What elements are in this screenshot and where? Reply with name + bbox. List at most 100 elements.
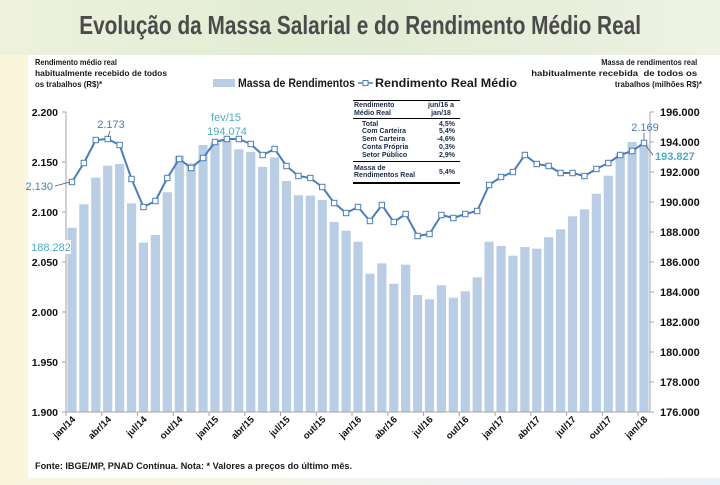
annotation-box [31,240,71,254]
line-marker [140,203,147,211]
legend-label-rendimento: Rendimento Real Médio [375,76,517,90]
summary-table-footer: Massa de Rendimentos Real 5,4% [353,162,460,182]
leader-line [107,130,111,138]
y-left-axis-label: Rendimento médio real habitualmente rece… [0,0,179,89]
line-marker [283,162,290,170]
bar-massa [484,241,494,412]
bar-massa [91,177,101,412]
line-marker [557,169,564,177]
y-left-tick-label: 1.950 [32,357,58,369]
x-tick-label: jul/14 [124,414,150,440]
annotation-label: 188.282 [31,242,71,254]
bar-massa [639,144,649,412]
row-value: 0,3% [439,143,455,151]
header-text: jun/16 a [427,102,455,109]
line-marker [235,135,243,143]
line-marker [92,136,99,144]
line-marker [402,210,409,218]
bar-massa [234,149,244,412]
line-marker [438,211,445,219]
x-tick-label: abr/16 [372,414,400,442]
y-left-axis-label-line: Rendimento médio real [35,57,117,67]
line-marker [199,154,207,162]
annotation-label: 2.173 [97,119,125,131]
y-right-tick-label: 178.000 [660,377,700,389]
bar-massa [329,221,339,412]
bar-massa [615,153,625,412]
y-left-tick-label: 2.100 [32,207,58,219]
leader-line [645,145,654,156]
bar-massa [186,163,196,412]
page-title-text: Evolução da Massa Salarial e do Rendimen… [79,10,641,40]
y-left-axis-label-line: habitualmente recebido de todos [35,68,167,78]
summary-table-header-right: jun/16 a jan/18 [424,102,458,117]
line-marker [509,168,517,176]
line-marker [628,147,636,155]
page-title: Evolução da Massa Salarial e do Rendimen… [0,10,720,41]
line-marker [116,141,123,149]
line-marker [640,139,648,147]
summary-table: Rendimento Médio Real jun/16 a jan/18 To… [353,100,460,185]
line-marker [605,159,612,167]
x-tick-label: jul/15 [267,414,293,440]
footer-value: 5,4% [439,168,455,176]
bar-massa [246,151,256,412]
bar-massa [138,242,149,412]
line-marker [581,172,588,180]
line-marker [128,175,135,183]
bar-massa [436,285,447,412]
x-tick-label: jan/18 [623,414,651,442]
x-tick-label: out/15 [301,414,329,442]
line-marker [80,159,88,167]
line-rendimento-real-medio [68,135,648,240]
annotation-label: 193.827 [655,151,695,163]
bar-massa [281,181,292,412]
x-tick-label: jul/17 [553,414,579,440]
bar-massa [258,166,268,412]
bar-massa [448,297,458,412]
line-marker [497,173,505,181]
y-left-tick-label: 2.150 [32,157,58,169]
line-marker [176,155,183,163]
slide-header [0,0,720,55]
line-marker [211,138,219,146]
line-marker [259,151,266,159]
y-right-axis-label: Massa de rendimentos real habitualmente … [0,0,709,89]
annotation-label: 194.074 [207,126,247,138]
line-marker [330,199,338,207]
bar-massa [389,283,399,412]
bar-massa [412,295,423,412]
line-marker [462,210,469,218]
line-marker [295,172,302,180]
line-marker [414,232,421,240]
y-right-tick-label: 192.000 [660,167,700,179]
bar-massa [269,157,280,412]
bar-massa [424,299,435,412]
y-right-axis-label-line: trabalhos (milhões R$)* [615,79,703,89]
bar-massa [544,237,554,412]
line-marker [485,181,493,189]
y-right-tick-label: 176.000 [660,407,700,419]
line-marker [593,165,600,173]
y-left-tick-label: 2.200 [32,107,58,119]
line-marker [164,174,171,182]
line-marker [426,230,433,238]
x-tick-label: abr/15 [229,414,257,442]
table-row: Total 4,5% [353,121,460,129]
annotation-label: 2.130 [25,181,53,193]
footer-label-line: Rendimentos Real [354,172,416,180]
line-marker [342,209,350,217]
line-marker [545,162,552,170]
bar-massa [567,216,578,412]
x-tick-label: abr/17 [515,414,543,442]
bar-massa [377,263,387,412]
bar-massa [115,164,125,412]
bar-massa [67,227,77,412]
legend-marker-rendimento [362,80,369,86]
y-right-tick-label: 180.000 [660,347,700,359]
row-label: Sem Carteira [362,136,406,144]
line-marker [450,214,457,222]
x-tick-label: jan/16 [337,414,365,442]
bar-massa [341,230,351,412]
line-marker [307,174,314,182]
